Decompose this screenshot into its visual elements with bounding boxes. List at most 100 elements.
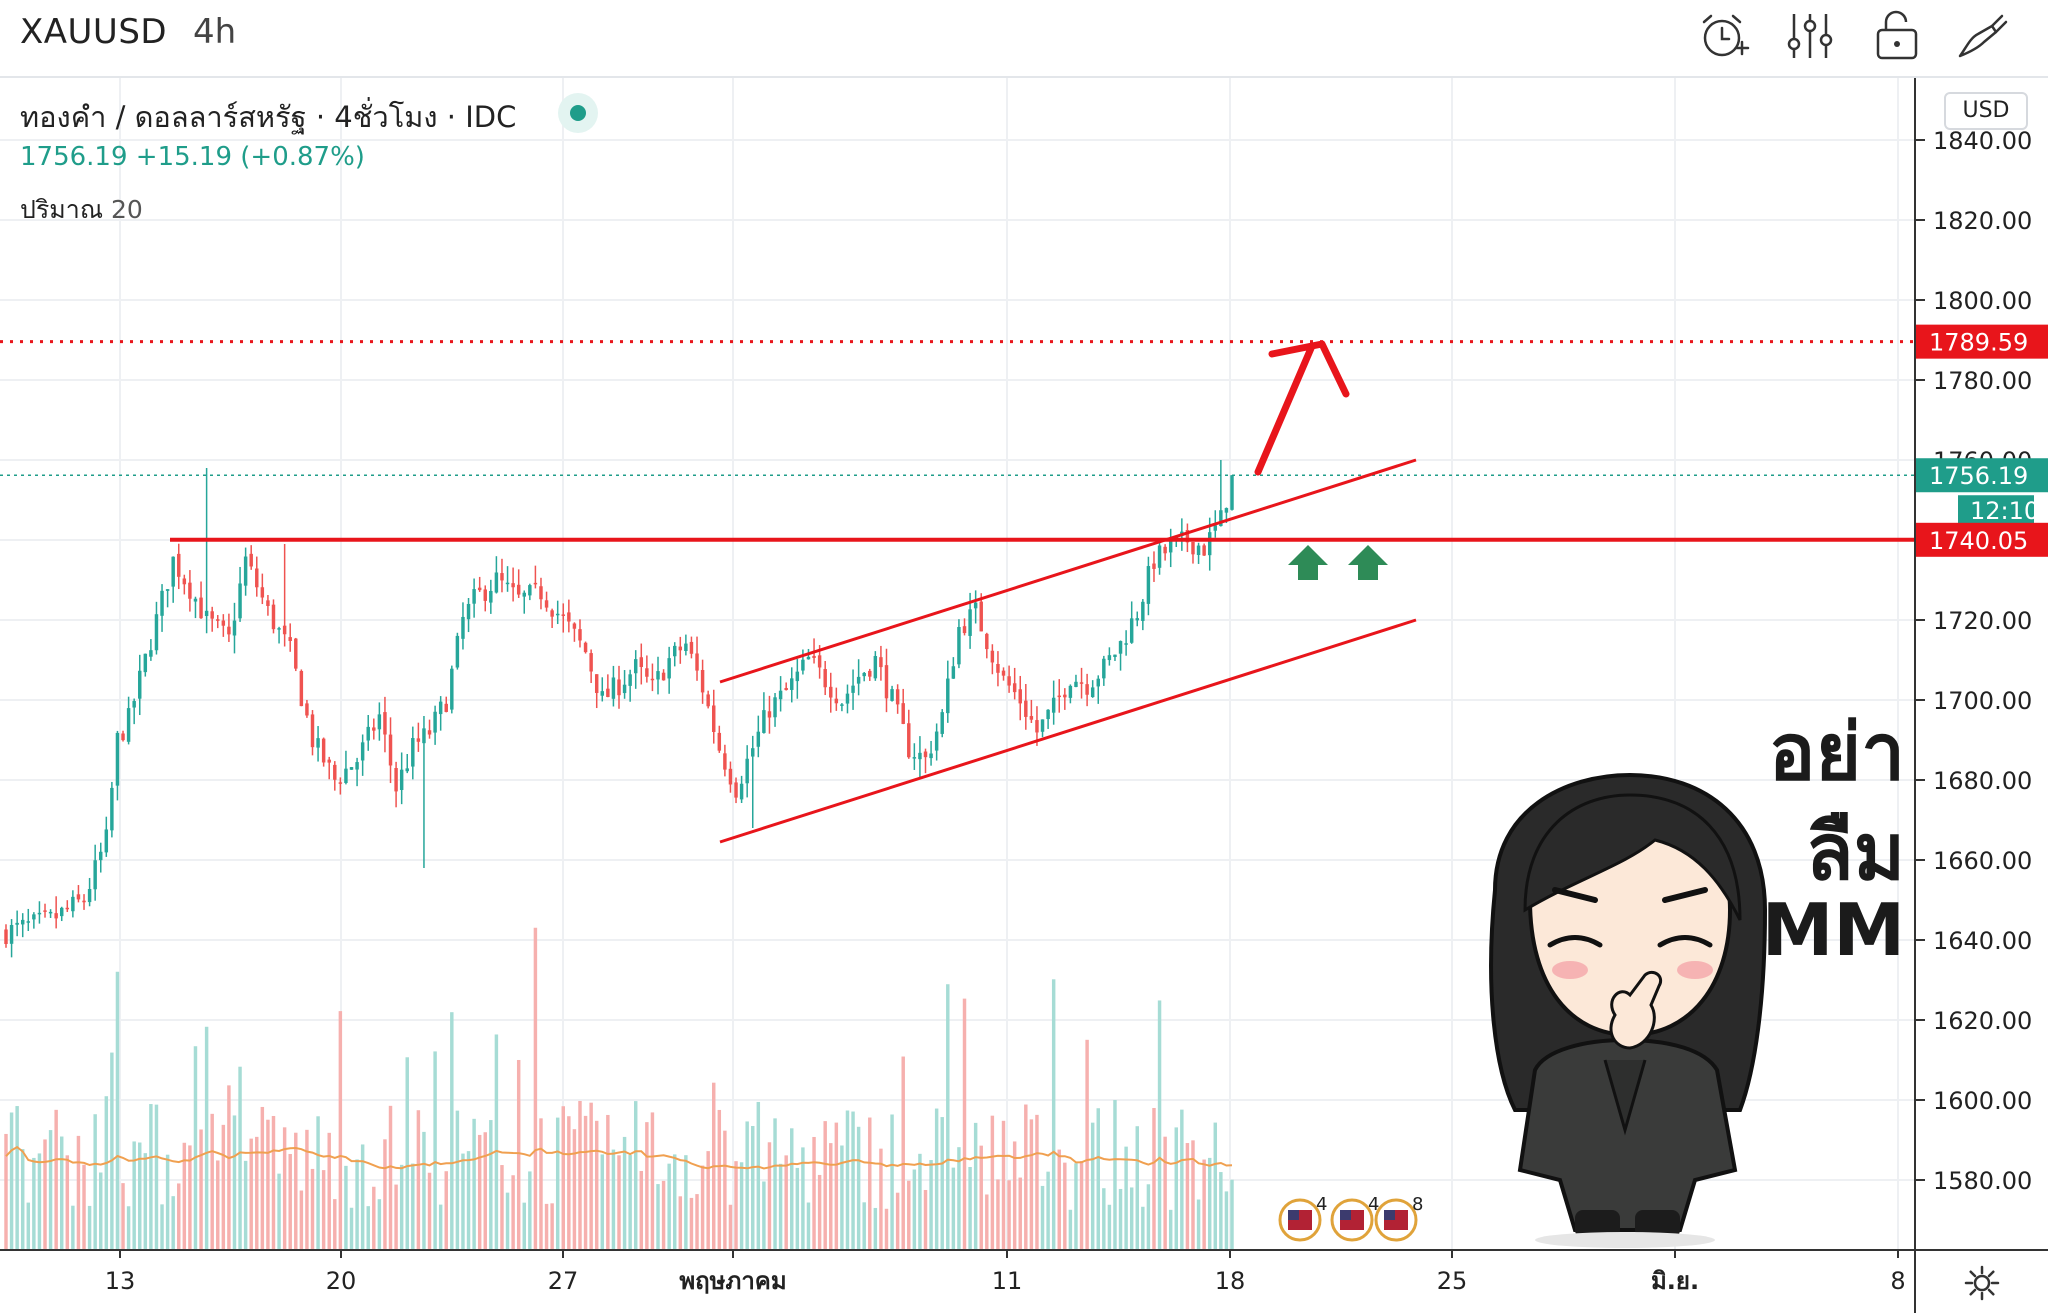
- volume-bar: [126, 1206, 131, 1250]
- candle-body: [650, 678, 655, 681]
- candle-body: [767, 711, 772, 718]
- green-up-arrow-icon: [1288, 545, 1328, 580]
- candle-body: [1057, 695, 1061, 698]
- candle-body: [862, 672, 866, 677]
- sticker-text-line3: MM: [1761, 888, 1905, 972]
- volume-bar: [76, 1135, 81, 1250]
- indicators-icon[interactable]: [1782, 8, 1838, 64]
- candle-body: [9, 924, 14, 944]
- settings-gear-icon[interactable]: [1964, 1265, 2000, 1301]
- volume-length: 20: [110, 195, 143, 224]
- volume-bar: [93, 1114, 97, 1250]
- volume-bar: [411, 1163, 415, 1250]
- candle-body: [1118, 641, 1123, 654]
- candle-body: [684, 643, 688, 651]
- volume-bar: [171, 1196, 175, 1250]
- candle-body: [606, 688, 610, 698]
- candle-body: [1001, 670, 1006, 676]
- volume-bar: [216, 1160, 220, 1250]
- bullish-arrow: [1254, 340, 1350, 476]
- candle-body: [433, 711, 437, 733]
- candle-body: [1113, 654, 1117, 658]
- volume-bar: [255, 1136, 259, 1250]
- candle-body: [277, 628, 281, 630]
- volume-bar: [667, 1163, 671, 1250]
- volume-bar: [366, 1206, 370, 1250]
- candle-body: [377, 714, 382, 730]
- volume-bar: [617, 1155, 621, 1250]
- candle-body: [522, 592, 526, 597]
- volume-bar: [260, 1106, 265, 1250]
- volume-bar: [433, 1051, 437, 1250]
- candle-body: [689, 641, 694, 654]
- volume-bar: [645, 1122, 649, 1250]
- candle-body: [149, 650, 153, 657]
- candle-body: [154, 614, 159, 651]
- volume-bar: [539, 1118, 543, 1250]
- x-tick-label: 11: [992, 1267, 1023, 1295]
- candle-body: [1141, 601, 1145, 621]
- volume-bar: [37, 1153, 42, 1250]
- candle-body: [1213, 525, 1218, 531]
- y-tick-label: 1840.00: [1933, 127, 2032, 155]
- candle-body: [912, 757, 917, 759]
- countdown-tag: 12:10: [1970, 497, 2039, 525]
- chart-axes: 1840.001820.001800.001780.001760.001740.…: [0, 78, 2048, 1313]
- volume-bar: [9, 1112, 14, 1250]
- candle-body: [806, 656, 811, 660]
- us-flag-canton: [1288, 1210, 1299, 1220]
- lock-icon[interactable]: [1868, 8, 1924, 64]
- candle-body: [801, 659, 805, 671]
- alarm-add-icon[interactable]: [1696, 8, 1752, 64]
- candle-body: [923, 751, 928, 758]
- candle-body: [990, 650, 995, 663]
- candle-body: [645, 668, 649, 677]
- volume-bar: [1141, 1206, 1145, 1250]
- candle-body: [344, 768, 348, 784]
- symbol-button[interactable]: XAUUSD: [20, 12, 168, 52]
- volume-bar: [717, 1109, 722, 1250]
- volume-bar: [550, 1203, 554, 1250]
- candle-body: [193, 598, 198, 602]
- volume-bar: [639, 1170, 644, 1250]
- candle-body: [143, 653, 148, 673]
- candle-body: [210, 611, 214, 619]
- volume-bar: [43, 1139, 47, 1250]
- volume-bar: [132, 1141, 136, 1250]
- volume-bar: [1157, 1000, 1162, 1250]
- candle-body: [1079, 682, 1084, 684]
- volume-bar: [110, 1052, 114, 1250]
- candle-body: [349, 767, 354, 770]
- candle-body: [204, 610, 209, 617]
- candle-body: [71, 896, 75, 912]
- candle-body: [1152, 563, 1156, 569]
- candle-body: [784, 687, 788, 691]
- volume-bar: [500, 1165, 504, 1250]
- candle-body: [483, 589, 487, 601]
- candle-body: [132, 701, 136, 708]
- volume-bar: [661, 1180, 666, 1250]
- candle-body: [1168, 541, 1173, 553]
- candle-body: [845, 693, 850, 704]
- drawing-pen-icon[interactable]: [1954, 8, 2010, 64]
- volume-bar: [1152, 1107, 1156, 1250]
- candle-body: [907, 723, 911, 758]
- volume-bar: [427, 1172, 432, 1250]
- current-price-tag: 1756.19: [1929, 462, 2028, 490]
- currency-button[interactable]: USD: [1944, 92, 2028, 130]
- candle-body: [388, 734, 393, 766]
- volume-bar: [82, 1164, 86, 1250]
- candle-body: [238, 583, 242, 619]
- x-tick-label: 13: [105, 1267, 136, 1295]
- volume-bar: [567, 1116, 571, 1250]
- volume-bar: [1185, 1143, 1190, 1250]
- interval-button[interactable]: 4h: [193, 12, 237, 52]
- volume-bar: [862, 1202, 866, 1250]
- volume-bar: [1074, 1163, 1078, 1250]
- volume-bar: [1024, 1104, 1028, 1250]
- y-tick-label: 1680.00: [1933, 767, 2032, 795]
- candle-body: [455, 635, 460, 668]
- candle-body: [700, 669, 705, 693]
- volume-ma-line: [5, 1145, 1233, 1170]
